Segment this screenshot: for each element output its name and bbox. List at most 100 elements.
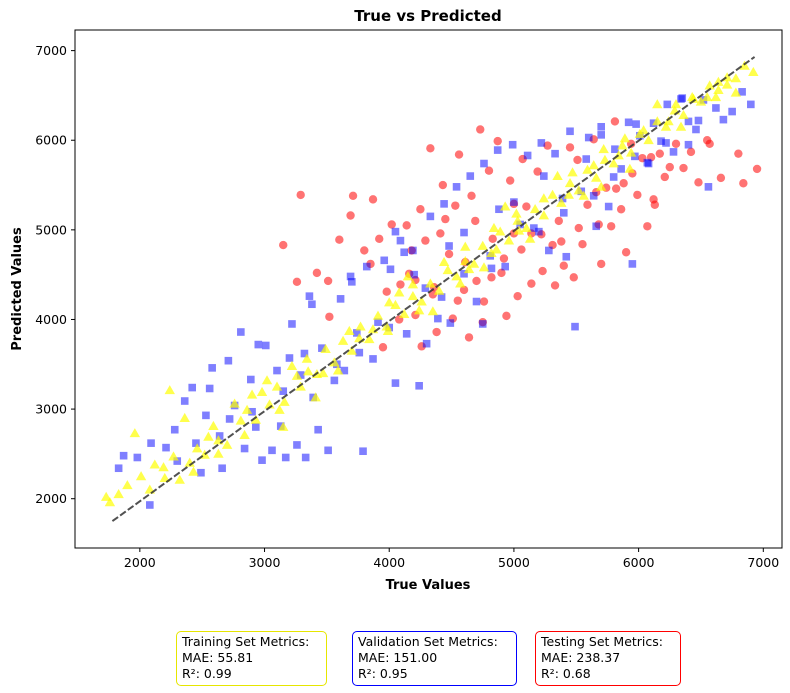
train-point [704,80,715,90]
validation-point [747,100,755,109]
validation-metrics-box: Validation Set Metrics: MAE: 151.00 R²: … [352,631,517,686]
train-point [524,233,536,243]
validation-point [559,209,568,217]
validation-point [510,198,518,206]
validation-point [452,183,461,191]
validation-point [202,411,210,420]
validation-point [409,246,417,255]
testing-mae: MAE: 238.37 [541,650,621,665]
test-point [484,166,494,175]
test-point [633,190,642,200]
validation-point [421,284,430,292]
train-point [256,386,268,396]
validation-point [400,248,408,257]
validation-point [268,446,276,455]
validation-point [669,148,678,156]
train-point [599,154,611,164]
validation-point [340,366,349,375]
train-point [567,167,578,177]
test-point [611,184,621,193]
validation-point [501,262,509,271]
train-point [203,431,214,441]
validation-point [508,140,517,149]
validation-point [728,107,736,116]
train-point [122,480,133,490]
test-point [432,327,441,337]
test-point [739,179,748,188]
train-point [638,125,649,135]
train-point [688,93,699,103]
test-point [554,216,564,226]
test-point [734,149,743,158]
train-point [552,170,563,180]
train-point [113,489,124,499]
test-point [583,200,592,209]
train-point [291,370,303,380]
testing-metrics-box: Testing Set Metrics: MAE: 238.37 R²: 0.6… [535,631,681,686]
validation-point [308,300,316,309]
train-point [317,368,329,378]
validation-point [346,272,355,281]
train-point [721,79,733,89]
validation-point [146,501,154,509]
test-point [368,195,378,204]
validation-point [592,222,601,231]
validation-point [133,453,142,462]
validation-point [624,118,633,127]
x-axis-label: True Values [386,578,471,593]
train-point [486,247,497,258]
validation-point [537,139,546,147]
test-point [444,249,454,259]
validation-point [391,379,400,387]
test-point [387,220,396,229]
validation-point [545,246,553,255]
test-point [655,149,665,158]
training-metrics-title: Training Set Metrics: [182,634,310,649]
validation-point [684,117,693,126]
test-point [454,150,464,159]
train-point [451,271,462,281]
validation-point [224,356,233,365]
test-point [292,277,302,287]
training-mae: MAE: 55.81 [182,650,254,665]
validation-point [276,422,285,430]
y-axis-label: Predicted Values [10,227,25,351]
validation-point [597,131,605,139]
train-point [407,279,419,289]
validation-point [632,120,640,128]
y-tick-label: 3000 [35,402,67,417]
train-point [302,366,314,376]
train-point [168,451,179,461]
y-tick-label: 2000 [35,491,67,506]
validation-point [493,146,502,154]
validation-point [396,236,405,245]
train-point [407,290,419,301]
validation-point [678,94,687,102]
test-point [573,155,582,165]
train-point [660,121,672,131]
validation-point [535,227,543,236]
test-point [705,139,714,149]
x-tick-label: 3000 [249,555,281,570]
train-point [617,140,628,150]
train-point [563,189,574,199]
test-point [487,273,496,282]
validation-point [402,330,411,338]
train-point [159,472,170,482]
test-point [493,136,502,146]
test-point [421,236,430,245]
test-point [467,191,476,200]
validation-point [562,252,571,261]
train-point [100,491,112,501]
train-point [564,178,576,188]
validation-point [162,443,170,452]
train-point [460,241,471,251]
validation-point [296,371,305,379]
validation-point [285,354,294,362]
test-point [396,280,405,289]
validation-point [410,270,418,279]
test-point [378,343,388,352]
train-point [174,474,185,484]
validation-point [495,205,503,214]
test-point [517,245,526,254]
